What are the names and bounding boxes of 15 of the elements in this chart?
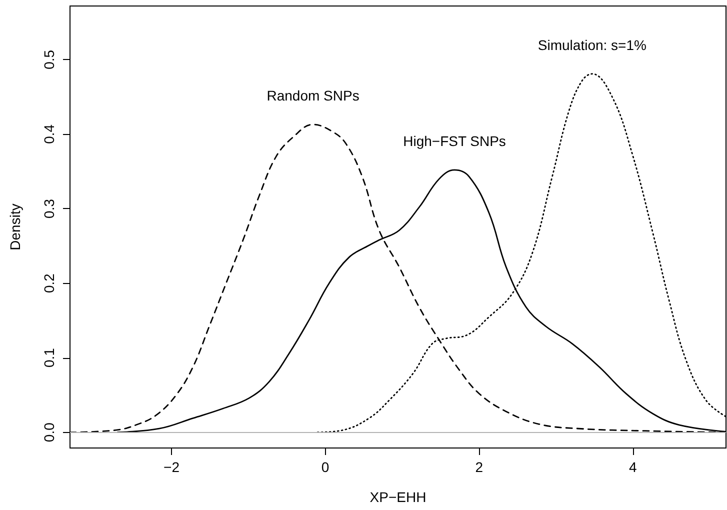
y-tick-label: 0.3 — [41, 198, 57, 218]
text: High−FST SNPs — [403, 132, 506, 149]
x-axis-title: XP−EHH — [370, 489, 426, 505]
y-tick-label: 0.0 — [41, 422, 57, 442]
y-tick-label: 0.4 — [41, 124, 57, 144]
text: Random SNPs — [266, 88, 360, 104]
x-tick-label: 0 — [321, 459, 330, 475]
text: Simulation: s=1% — [538, 36, 646, 53]
y-axis-title: Density — [7, 204, 23, 250]
y-tick-label: 0.1 — [41, 348, 57, 368]
x-tick-label: −2 — [164, 459, 180, 475]
y-tick-label: 0.5 — [41, 50, 57, 70]
x-tick-label: 2 — [475, 459, 484, 475]
x-tick-label: 4 — [629, 459, 638, 475]
y-tick-label: 0.2 — [41, 273, 57, 294]
